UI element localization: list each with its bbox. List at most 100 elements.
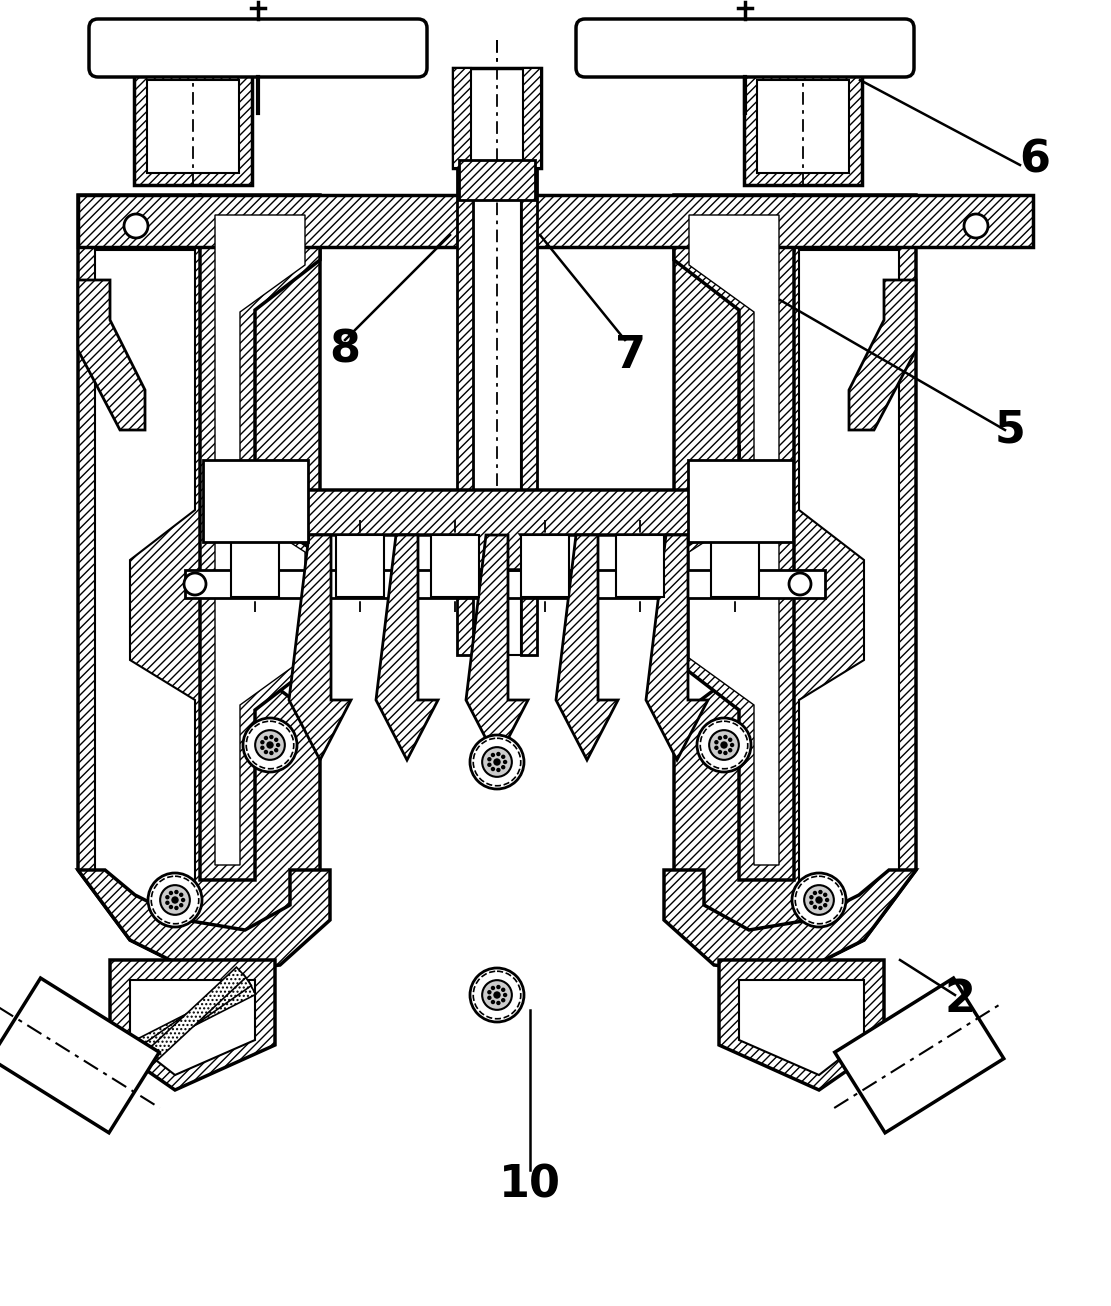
- Text: 6: 6: [1020, 138, 1051, 182]
- Polygon shape: [110, 960, 276, 1091]
- Bar: [203, 460, 308, 542]
- Bar: [78, 195, 1033, 247]
- Circle shape: [482, 747, 512, 777]
- Bar: [757, 80, 849, 172]
- Circle shape: [709, 730, 739, 760]
- Bar: [521, 165, 537, 656]
- Circle shape: [503, 994, 507, 996]
- FancyBboxPatch shape: [575, 20, 914, 77]
- Circle shape: [819, 906, 822, 909]
- Polygon shape: [689, 215, 779, 865]
- Bar: [231, 535, 279, 597]
- Bar: [523, 68, 541, 168]
- Circle shape: [151, 876, 199, 923]
- Polygon shape: [674, 195, 915, 980]
- Circle shape: [792, 872, 845, 927]
- Circle shape: [714, 741, 718, 743]
- Circle shape: [721, 742, 727, 748]
- Circle shape: [494, 759, 500, 765]
- Circle shape: [491, 1000, 494, 1003]
- Polygon shape: [78, 279, 146, 430]
- Circle shape: [180, 904, 182, 906]
- Text: 7: 7: [614, 333, 645, 376]
- Polygon shape: [96, 249, 196, 919]
- Polygon shape: [849, 279, 915, 430]
- Circle shape: [160, 885, 190, 914]
- FancyBboxPatch shape: [89, 20, 427, 77]
- Bar: [453, 68, 471, 168]
- Bar: [336, 535, 384, 597]
- Circle shape: [810, 901, 813, 904]
- Circle shape: [243, 718, 297, 772]
- Circle shape: [819, 891, 822, 893]
- Circle shape: [502, 755, 504, 759]
- Polygon shape: [216, 215, 306, 865]
- Circle shape: [697, 718, 751, 772]
- Circle shape: [261, 746, 264, 750]
- Polygon shape: [78, 870, 330, 976]
- Bar: [615, 535, 664, 597]
- Text: 10: 10: [499, 1164, 561, 1207]
- Bar: [147, 80, 239, 172]
- Circle shape: [494, 993, 500, 998]
- Circle shape: [124, 214, 148, 238]
- Circle shape: [166, 901, 169, 904]
- Circle shape: [719, 737, 721, 739]
- Circle shape: [714, 746, 718, 750]
- Circle shape: [825, 899, 829, 901]
- Circle shape: [503, 760, 507, 764]
- Circle shape: [488, 996, 491, 999]
- Circle shape: [823, 893, 827, 896]
- Circle shape: [497, 768, 500, 772]
- Circle shape: [724, 751, 727, 755]
- Circle shape: [813, 905, 817, 909]
- Circle shape: [148, 872, 202, 927]
- Polygon shape: [674, 195, 794, 880]
- Text: 5: 5: [994, 409, 1025, 452]
- Polygon shape: [376, 535, 438, 760]
- Circle shape: [270, 751, 273, 755]
- Bar: [134, 968, 246, 1072]
- Polygon shape: [645, 535, 708, 760]
- Bar: [124, 982, 256, 1058]
- Polygon shape: [719, 960, 884, 1091]
- Polygon shape: [556, 535, 618, 760]
- Bar: [186, 569, 825, 598]
- Polygon shape: [78, 195, 320, 980]
- Circle shape: [277, 743, 280, 747]
- Circle shape: [488, 757, 491, 760]
- Circle shape: [470, 735, 524, 789]
- Text: 2: 2: [944, 978, 975, 1021]
- Circle shape: [174, 891, 178, 893]
- Circle shape: [270, 735, 273, 738]
- Circle shape: [488, 763, 491, 767]
- Circle shape: [724, 735, 727, 738]
- Circle shape: [497, 1002, 500, 1004]
- Circle shape: [274, 748, 278, 752]
- Polygon shape: [466, 535, 528, 760]
- Circle shape: [180, 893, 182, 896]
- Circle shape: [470, 968, 524, 1023]
- Bar: [129, 974, 251, 1066]
- Circle shape: [170, 905, 172, 909]
- Circle shape: [264, 737, 268, 739]
- Bar: [521, 535, 569, 597]
- Circle shape: [491, 754, 494, 756]
- Bar: [834, 978, 1004, 1132]
- Circle shape: [810, 896, 813, 899]
- Circle shape: [502, 999, 504, 1002]
- Bar: [459, 161, 536, 200]
- Circle shape: [473, 972, 521, 1019]
- Circle shape: [502, 989, 504, 991]
- Circle shape: [482, 980, 512, 1010]
- Circle shape: [502, 765, 504, 769]
- Circle shape: [166, 896, 169, 899]
- Polygon shape: [289, 535, 351, 760]
- Polygon shape: [739, 980, 864, 1075]
- Bar: [457, 165, 473, 656]
- Circle shape: [488, 991, 491, 994]
- Circle shape: [267, 742, 273, 748]
- Circle shape: [964, 214, 988, 238]
- Circle shape: [719, 751, 721, 754]
- Circle shape: [473, 738, 521, 786]
